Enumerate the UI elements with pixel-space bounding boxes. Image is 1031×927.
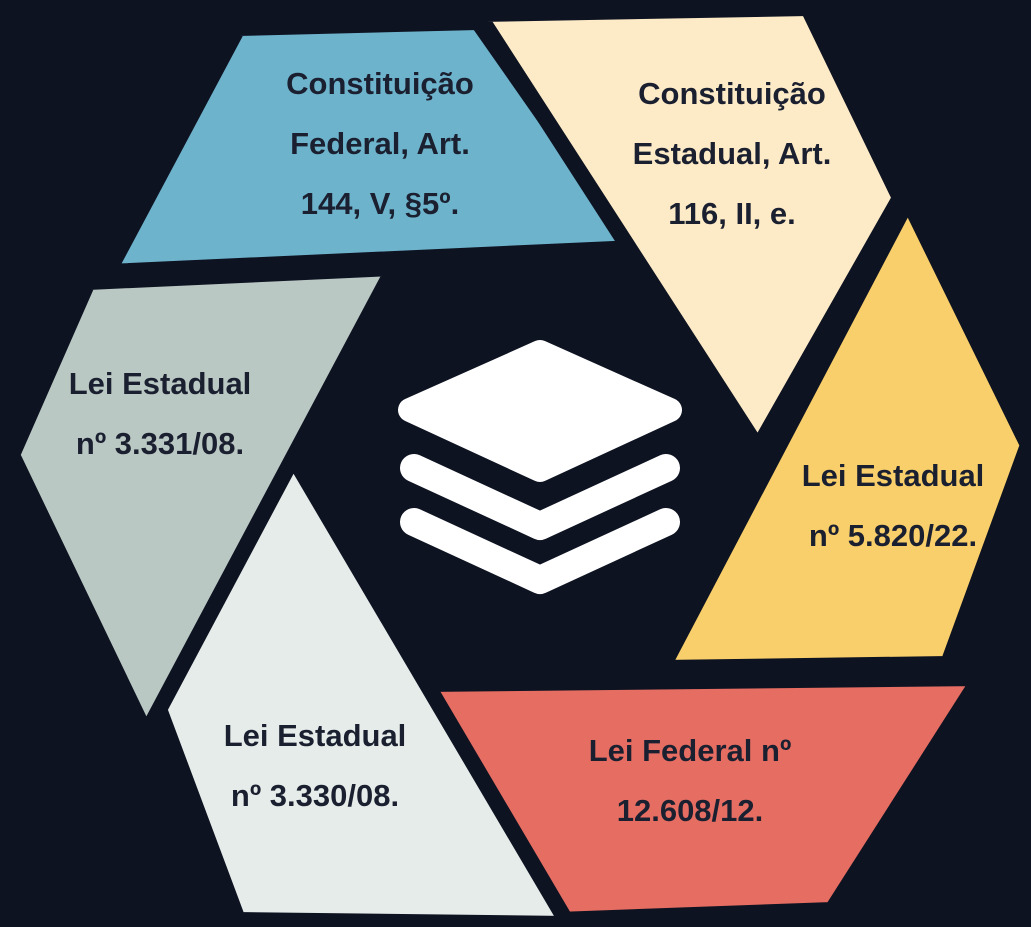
segment	[4, 260, 402, 742]
segment	[654, 192, 1031, 676]
node-label: Lei Estadual	[224, 718, 407, 753]
node-label: nº 3.331/08.	[76, 426, 244, 461]
node-label: Constituição	[638, 76, 826, 111]
node-label: Lei Estadual	[802, 458, 985, 493]
node-label: Lei Estadual	[69, 366, 252, 401]
node-label: Federal, Art.	[290, 126, 470, 161]
node-label: Constituição	[286, 66, 474, 101]
node-label: Estadual, Art.	[633, 136, 832, 171]
segment	[470, 0, 908, 456]
node-label: Lei Federal nº	[589, 733, 792, 768]
node-label: 12.608/12.	[617, 793, 764, 828]
icon-layer	[400, 508, 680, 594]
layers-icon	[398, 340, 682, 594]
node-label: nº 5.820/22.	[809, 518, 977, 553]
icon-layer	[400, 454, 680, 540]
node-label: nº 3.330/08.	[231, 778, 399, 813]
icon-layer	[398, 340, 682, 482]
node-label: 144, V, §5º.	[301, 186, 459, 221]
node-label: 116, II, e.	[668, 196, 796, 231]
